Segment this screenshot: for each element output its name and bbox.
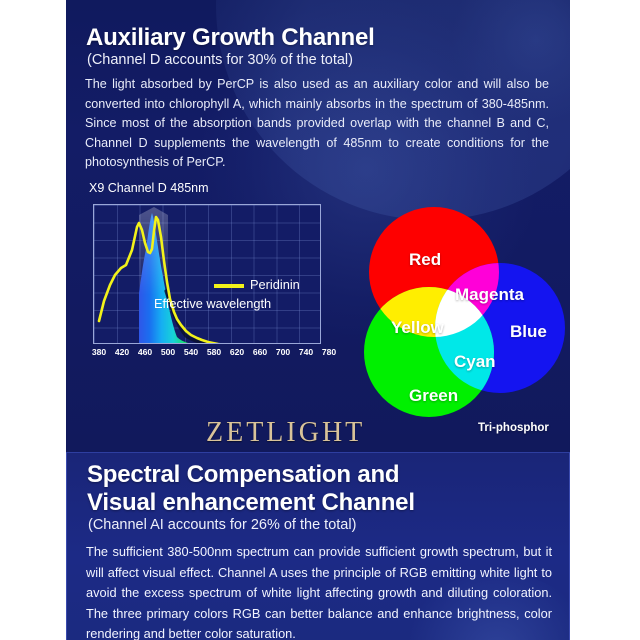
x-tick-420: 420	[114, 347, 130, 357]
auxiliary-growth-paragraph: The light absorbed by PerCP is also used…	[85, 77, 549, 170]
spectral-chart: X9 Channel D 485nm	[86, 181, 336, 386]
spectral-compensation-paragraph: The sufficient 380-500nm spectrum can pr…	[86, 544, 552, 640]
x-tick-580: 580	[206, 347, 222, 357]
peridinin-curve	[97, 215, 220, 343]
x-tick-660: 660	[252, 347, 268, 357]
venn-svg	[364, 207, 565, 417]
page-title: Auxiliary Growth Channel	[86, 24, 375, 51]
legend-swatch-peridinin	[214, 284, 244, 288]
venn-label-blue: Blue	[510, 322, 547, 341]
x-tick-620: 620	[229, 347, 245, 357]
venn-label-cyan: Cyan	[454, 352, 496, 371]
x-tick-780: 780	[321, 347, 337, 357]
venn-label-green: Green	[409, 386, 459, 405]
x-tick-540: 540	[183, 347, 199, 357]
page-subtitle: (Channel D accounts for 30% of the total…	[87, 52, 353, 68]
venn-caption: Tri-phosphor	[478, 422, 549, 434]
chart-svg	[97, 207, 220, 343]
x-tick-380: 380	[91, 347, 107, 357]
venn-label-red: Red	[409, 250, 442, 269]
venn-label-yellow: Yellow	[391, 318, 444, 337]
venn-overlap-magenta	[435, 263, 499, 337]
venn-label-magenta: Magenta	[455, 285, 524, 304]
brand-logo: ZETLIGHT	[206, 417, 366, 448]
bottom-title-line2: Visual enhancement Channel	[87, 489, 415, 516]
x-tick-740: 740	[298, 347, 314, 357]
legend-label-peridinin: Peridinin	[250, 277, 300, 292]
bottom-subtitle: (Channel AI accounts for 26% of the tota…	[88, 517, 357, 533]
chart-plot-area	[93, 204, 321, 344]
x-tick-460: 460	[137, 347, 153, 357]
spectral-compensation-section: Spectral Compensation and Visual enhance…	[66, 452, 570, 640]
x-tick-700: 700	[275, 347, 291, 357]
x-tick-500: 500	[160, 347, 176, 357]
legend-label-effective-wavelength: Effective wavelength	[154, 296, 272, 311]
rgb-venn-diagram: Red Magenta Blue Yellow Cyan Green Tri-p…	[363, 200, 573, 445]
chart-title: X9 Channel D 485nm	[89, 181, 209, 195]
bottom-title-line1: Spectral Compensation and	[87, 461, 400, 488]
venn-overlap-white	[435, 287, 494, 337]
